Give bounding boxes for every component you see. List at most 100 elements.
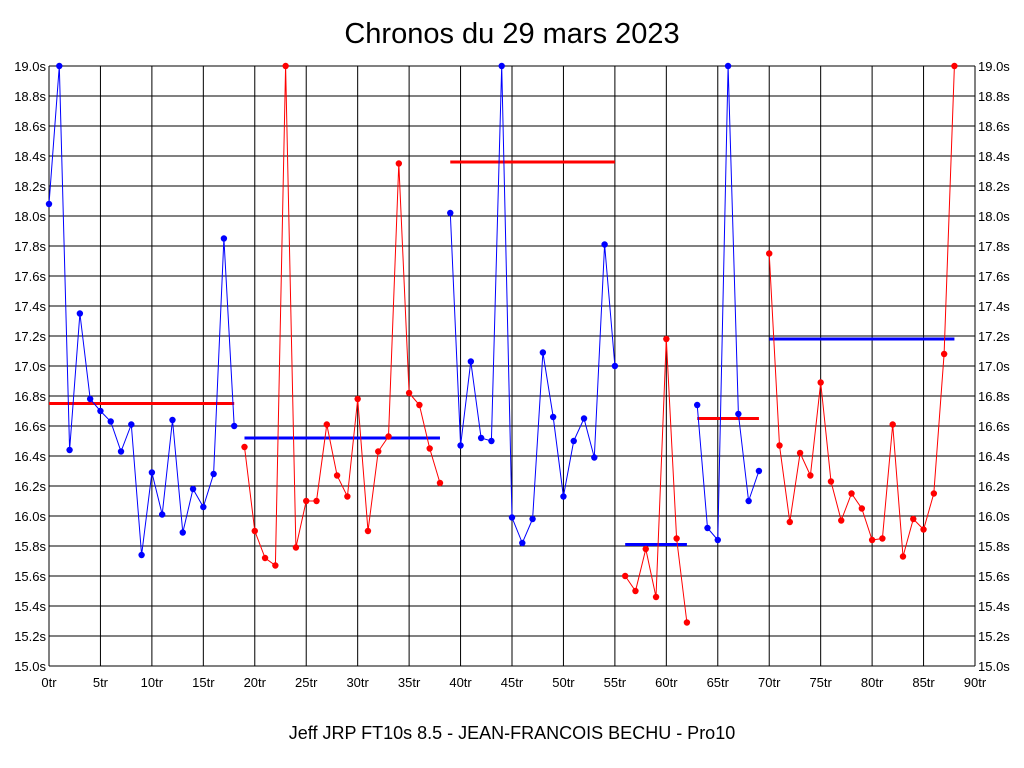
- x-tick-label: 85tr: [912, 675, 935, 690]
- data-point: [910, 515, 917, 523]
- y-tick-label-left: 16.6s: [14, 419, 46, 434]
- data-point: [272, 562, 279, 569]
- y-tick-label-right: 17.0s: [978, 359, 1010, 374]
- y-tick-label-left: 15.2s: [14, 629, 46, 644]
- y-tick-label-left: 15.8s: [14, 539, 46, 554]
- y-tick-label-left: 17.6s: [14, 269, 46, 284]
- data-point: [663, 335, 670, 343]
- x-tick-label: 60tr: [655, 675, 678, 690]
- y-tick-label-right: 16.4s: [978, 449, 1010, 464]
- data-point: [868, 536, 876, 544]
- y-tick-label-left: 18.0s: [14, 209, 46, 224]
- series-lines: [48, 65, 955, 623]
- series-line: [244, 65, 441, 567]
- y-tick-label-right: 16.2s: [978, 479, 1010, 494]
- y-tick-label-left: 16.0s: [14, 509, 46, 524]
- y-tick-label-left: 17.8s: [14, 239, 46, 254]
- data-point: [179, 529, 186, 536]
- series-line: [768, 65, 955, 557]
- data-point: [642, 545, 649, 553]
- data-point: [97, 407, 104, 415]
- data-point: [549, 413, 557, 421]
- x-tick-label: 10tr: [141, 675, 164, 690]
- y-tick-label-right: 18.4s: [978, 149, 1010, 164]
- data-point: [477, 434, 485, 442]
- data-point: [200, 503, 207, 511]
- data-point: [858, 505, 866, 512]
- y-tick-label-right: 15.4s: [978, 599, 1010, 614]
- data-point: [570, 437, 577, 445]
- series-line: [624, 338, 688, 623]
- data-point: [488, 437, 495, 445]
- data-point: [313, 497, 320, 505]
- y-tick-label-right: 18.0s: [978, 209, 1010, 224]
- data-point: [447, 209, 454, 217]
- data-point: [560, 493, 567, 500]
- data-point: [889, 421, 896, 428]
- data-point: [838, 517, 845, 524]
- data-point: [580, 415, 588, 422]
- y-tick-label-right: 16.8s: [978, 389, 1010, 404]
- data-point: [724, 62, 732, 70]
- data-point: [231, 422, 238, 430]
- data-point: [169, 416, 176, 424]
- y-tick-label-left: 16.8s: [14, 389, 46, 404]
- data-point: [107, 418, 114, 425]
- x-tick-label: 70tr: [758, 675, 781, 690]
- y-tick-label-left: 18.4s: [14, 149, 46, 164]
- data-point: [395, 160, 403, 167]
- data-point: [879, 535, 886, 542]
- data-point: [344, 493, 351, 500]
- data-point: [817, 379, 824, 386]
- data-point: [210, 470, 217, 478]
- data-point: [951, 62, 958, 70]
- y-tick-label-right: 17.2s: [978, 329, 1010, 344]
- data-point: [138, 551, 145, 559]
- x-tick-label: 90tr: [964, 675, 987, 690]
- data-point: [76, 310, 84, 317]
- data-point: [333, 472, 341, 479]
- data-point: [457, 442, 464, 449]
- data-point: [498, 62, 505, 70]
- y-tick-label-right: 15.0s: [978, 659, 1010, 674]
- x-tick-label: 30tr: [346, 675, 369, 690]
- data-point: [323, 421, 330, 428]
- x-tick-label: 20tr: [244, 675, 267, 690]
- y-tick-label-left: 15.6s: [14, 569, 46, 584]
- average-lines: [49, 160, 955, 546]
- data-point: [755, 467, 763, 475]
- data-point: [611, 362, 619, 370]
- data-point: [694, 401, 701, 409]
- y-tick-label-left: 18.8s: [14, 89, 46, 104]
- data-point: [467, 358, 475, 365]
- data-point: [652, 593, 660, 601]
- data-point: [920, 526, 927, 533]
- data-point: [189, 485, 197, 493]
- x-tick-label: 45tr: [501, 675, 524, 690]
- x-tick-label: 5tr: [93, 675, 109, 690]
- y-tick-label-right: 18.8s: [978, 89, 1010, 104]
- y-tick-label-right: 19.0s: [978, 59, 1010, 74]
- y-tick-label-left: 16.4s: [14, 449, 46, 464]
- series-line: [696, 65, 760, 542]
- data-point: [426, 445, 433, 452]
- y-tick-label-right: 15.2s: [978, 629, 1010, 644]
- data-point: [940, 350, 948, 358]
- data-point: [45, 200, 53, 208]
- data-point: [529, 515, 536, 523]
- y-tick-label-right: 16.0s: [978, 509, 1010, 524]
- y-tick-label-right: 17.4s: [978, 299, 1010, 314]
- data-point: [848, 490, 855, 497]
- data-point: [539, 349, 547, 356]
- data-point: [807, 472, 814, 479]
- data-point: [827, 478, 835, 485]
- data-points: [45, 62, 958, 626]
- data-point: [683, 619, 691, 626]
- data-point: [375, 448, 382, 455]
- data-point: [786, 518, 793, 526]
- x-tick-label: 75tr: [809, 675, 832, 690]
- data-point: [704, 524, 711, 532]
- grid: [48, 65, 976, 667]
- y-tick-label-left: 17.4s: [14, 299, 46, 314]
